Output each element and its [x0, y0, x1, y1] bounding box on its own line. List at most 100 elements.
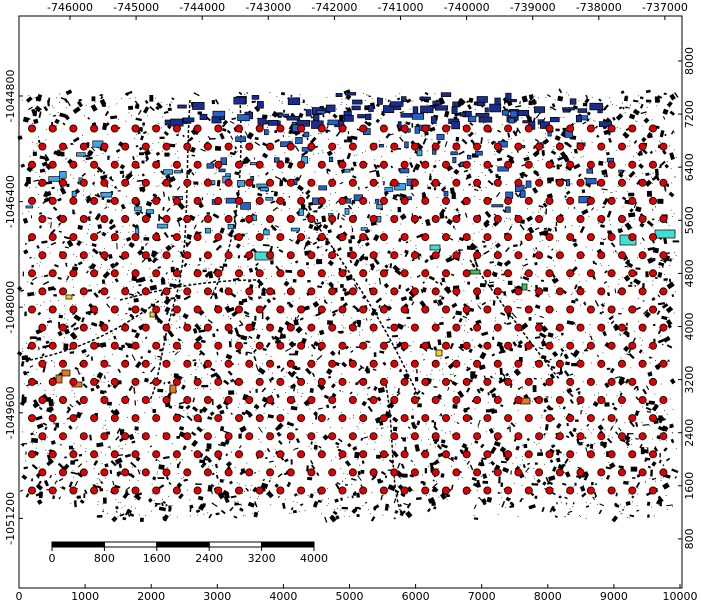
building-dot — [133, 495, 135, 497]
building-dot — [516, 299, 518, 300]
building-dot — [494, 154, 496, 155]
building — [615, 431, 619, 435]
building — [662, 464, 665, 467]
building-dot — [235, 393, 237, 394]
building-dot — [309, 223, 311, 225]
building — [584, 97, 590, 104]
building-dot — [23, 383, 25, 385]
building-dot — [403, 297, 404, 298]
building — [662, 149, 667, 155]
building-dot — [42, 156, 43, 158]
building-dot — [110, 330, 112, 331]
building — [22, 443, 24, 447]
building-dot — [76, 338, 78, 340]
building-dot — [674, 175, 676, 177]
building — [38, 406, 43, 411]
building — [187, 136, 194, 142]
building-dot — [604, 302, 606, 304]
building-dot — [379, 451, 380, 453]
building — [128, 241, 135, 249]
building-dot — [483, 289, 484, 291]
building — [165, 174, 171, 180]
building — [200, 461, 207, 469]
building — [605, 474, 611, 480]
building-dot — [663, 274, 665, 275]
building-dot — [32, 123, 33, 124]
building — [53, 294, 57, 297]
building-dot — [53, 362, 55, 364]
building-dot — [357, 290, 359, 292]
building — [494, 242, 501, 249]
building-dot — [158, 359, 160, 361]
building-dot — [117, 516, 119, 518]
building-dot — [152, 276, 154, 278]
building — [458, 236, 465, 242]
building — [665, 305, 674, 314]
building-dot — [302, 305, 304, 307]
building-dot — [557, 240, 559, 241]
building-dot — [305, 215, 306, 217]
building-dot — [246, 462, 248, 464]
building-dot — [618, 279, 620, 281]
building — [489, 387, 497, 394]
building-dot — [174, 405, 176, 406]
building — [456, 421, 460, 425]
building — [342, 287, 347, 293]
building-dot — [513, 285, 515, 287]
building — [312, 500, 319, 508]
building-dot — [103, 424, 105, 426]
building-dot — [210, 263, 212, 265]
building — [586, 423, 590, 427]
building-dot — [585, 332, 586, 333]
building-dot — [649, 103, 651, 104]
building — [241, 233, 246, 237]
building — [163, 130, 169, 137]
building — [65, 262, 68, 267]
building-dot — [176, 516, 178, 518]
building-dot — [155, 435, 157, 436]
building — [162, 514, 169, 522]
building-dot — [272, 229, 274, 231]
building-dot — [199, 206, 200, 207]
building-dot — [671, 182, 673, 184]
building — [64, 456, 67, 459]
building — [103, 375, 106, 379]
building-dot — [133, 178, 134, 179]
building — [625, 378, 630, 384]
building — [540, 279, 544, 282]
building-dot — [300, 395, 302, 397]
building — [554, 226, 558, 232]
building — [440, 492, 447, 500]
building-dot — [241, 504, 242, 506]
building — [543, 397, 549, 404]
building — [337, 331, 343, 333]
building-dot — [651, 506, 653, 508]
building — [387, 99, 390, 103]
building-dot — [100, 452, 102, 453]
building — [403, 502, 410, 506]
building — [332, 312, 336, 317]
building — [343, 290, 350, 297]
building-dot — [321, 245, 323, 247]
building-dot — [165, 391, 167, 393]
building — [633, 139, 638, 144]
building-dot — [102, 482, 104, 484]
building-dot — [228, 155, 230, 157]
building — [140, 135, 144, 141]
building — [543, 358, 551, 364]
building — [337, 449, 342, 452]
building-dot — [650, 173, 651, 175]
building-dot — [354, 285, 356, 287]
building-dot — [283, 132, 285, 134]
building — [33, 399, 39, 407]
building-dot — [82, 135, 83, 136]
building — [347, 442, 352, 448]
building — [229, 379, 234, 383]
building-dot — [635, 176, 637, 177]
building — [642, 283, 645, 288]
building — [591, 482, 594, 486]
building-dot — [427, 150, 429, 152]
building — [425, 218, 431, 227]
building-dot — [132, 341, 134, 343]
building — [144, 336, 148, 340]
